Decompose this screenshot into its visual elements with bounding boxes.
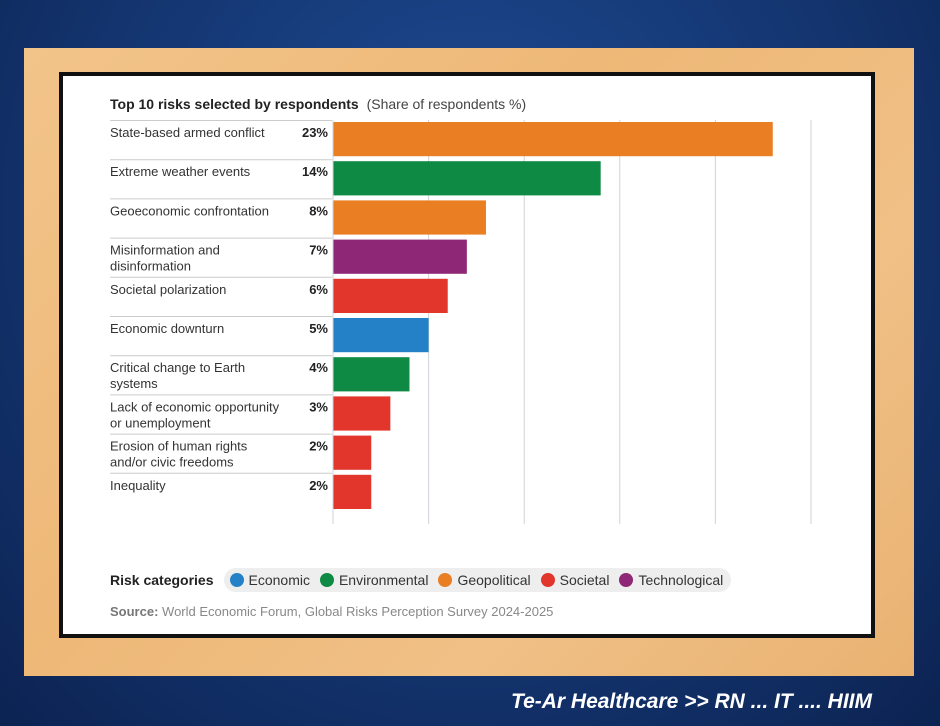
category-label: State-based armed conflict bbox=[110, 125, 265, 140]
value-label: 6% bbox=[309, 282, 328, 297]
chart-subtitle: (Share of respondents %) bbox=[366, 96, 527, 112]
bar bbox=[333, 200, 486, 235]
bar bbox=[333, 357, 410, 392]
legend-item-economic: Economic bbox=[229, 572, 310, 588]
source-text: World Economic Forum, Global Risks Perce… bbox=[162, 604, 554, 619]
category-label: Erosion of human rights and/or civic free… bbox=[110, 439, 248, 470]
value-label: 2% bbox=[309, 478, 328, 493]
bar bbox=[333, 161, 601, 196]
source-label: Source: bbox=[110, 604, 159, 619]
bar bbox=[333, 122, 773, 157]
category-label: Societal polarization bbox=[110, 282, 226, 297]
category-label: Geoeconomic confrontation bbox=[110, 203, 269, 218]
bar bbox=[333, 396, 391, 431]
brand-footer: Te-Ar Healthcare >> RN ... IT .... HIIM bbox=[511, 690, 872, 713]
legend-dot-economic bbox=[229, 573, 244, 587]
legend-item-geopolitical: Geopolitical bbox=[438, 572, 531, 588]
risk-legend: Risk categories Economic Environmental G… bbox=[110, 568, 732, 592]
category-label: Economic downturn bbox=[110, 321, 224, 336]
value-label: 5% bbox=[309, 321, 328, 336]
source-note: Source: World Economic Forum, Global Ris… bbox=[110, 604, 553, 619]
bar bbox=[333, 318, 429, 353]
category-label: Extreme weather events bbox=[110, 164, 251, 179]
legend-label-societal: Societal bbox=[559, 572, 610, 588]
bar bbox=[333, 435, 372, 470]
value-label: 8% bbox=[309, 203, 328, 218]
bar bbox=[333, 239, 467, 274]
legend-label-environmental: Environmental bbox=[338, 572, 429, 588]
legend-item-societal: Societal bbox=[540, 572, 610, 588]
legend-item-technological: Technological bbox=[619, 572, 723, 588]
legend-label-economic: Economic bbox=[248, 572, 310, 588]
legend-dot-technological bbox=[619, 573, 634, 587]
value-label: 14% bbox=[302, 164, 328, 179]
category-label: Inequality bbox=[110, 478, 166, 493]
value-label: 3% bbox=[309, 399, 328, 414]
legend-label-technological: Technological bbox=[638, 572, 724, 588]
category-label: Critical change to Earth systems bbox=[110, 360, 245, 391]
value-label: 23% bbox=[302, 125, 328, 140]
bar bbox=[333, 474, 372, 509]
legend-items: Economic Environmental Geopolitical Soci… bbox=[223, 568, 732, 592]
legend-title: Risk categories bbox=[110, 572, 214, 588]
chart-title-main: Top 10 risks selected by respondents bbox=[110, 96, 359, 112]
chart-title: Top 10 risks selected by respondents (Sh… bbox=[110, 96, 526, 112]
legend-dot-geopolitical bbox=[438, 573, 453, 587]
value-label: 2% bbox=[309, 439, 328, 454]
value-label: 7% bbox=[309, 243, 328, 258]
legend-item-environmental: Environmental bbox=[319, 572, 429, 588]
legend-dot-environmental bbox=[319, 573, 334, 587]
legend-label-geopolitical: Geopolitical bbox=[457, 572, 531, 588]
value-label: 4% bbox=[309, 360, 328, 375]
category-label: Misinformation and disinformation bbox=[110, 243, 220, 274]
bar bbox=[333, 278, 448, 313]
legend-dot-societal bbox=[540, 573, 555, 587]
category-label: Lack of economic opportunity or unemploym… bbox=[110, 399, 280, 430]
